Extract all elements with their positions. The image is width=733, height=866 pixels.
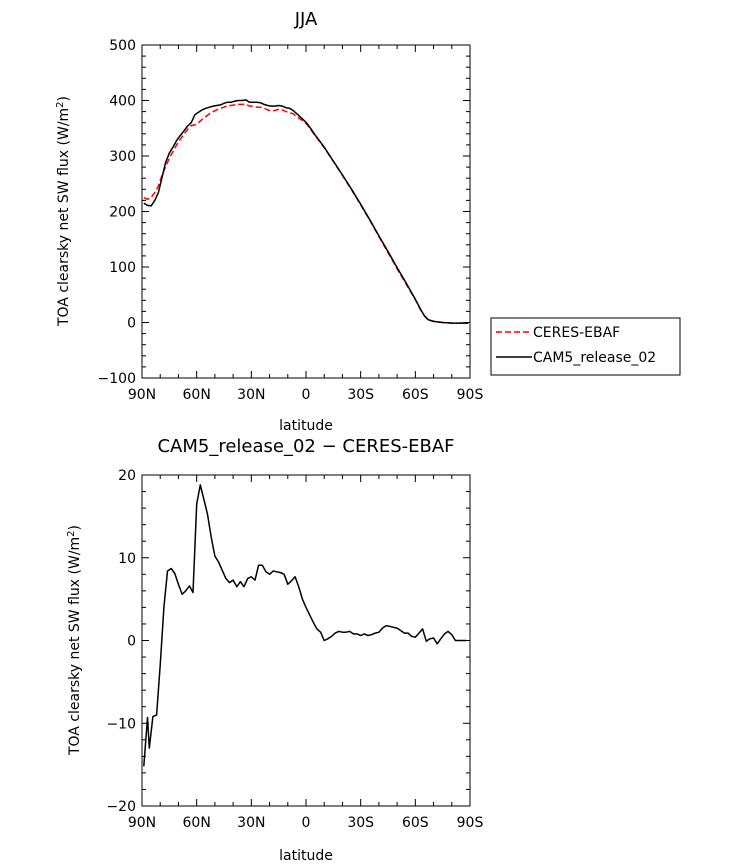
x-tick-label: 90N xyxy=(128,387,156,403)
y-axis-label-top: TOA clearsky net SW flux (W/m2) xyxy=(55,96,72,327)
y-tick-label: −100 xyxy=(98,371,136,387)
y-tick-label: 500 xyxy=(109,38,136,54)
legend: CERES-EBAF CAM5_release_02 xyxy=(490,317,681,376)
plot-area-bottom xyxy=(143,484,467,767)
panel-top: JJA 90N 60N 30N 0 30S 60S 90S −100 0 100 200 300 400… xyxy=(55,9,681,434)
panel-bottom: CAM5_release_02 − CERES-EBAF 90N 60N 30N 0 3… xyxy=(66,436,483,864)
x-tick-label: 90S xyxy=(457,387,484,403)
ticks-top: 90N 60N 30N 0 30S 60S 90S −100 0 100 200 300 400 500 xyxy=(98,38,484,403)
x-tick-label: 90S xyxy=(457,815,484,831)
legend-box xyxy=(490,317,681,376)
x-tick-label: 30N xyxy=(237,815,265,831)
x-tick-label: 0 xyxy=(302,387,311,403)
x-tick-label: 30S xyxy=(347,815,374,831)
x-tick-label: 60S xyxy=(402,815,429,831)
x-tick-label: 60N xyxy=(183,387,211,403)
x-tick-label: 30N xyxy=(237,387,265,403)
y-tick-label: 20 xyxy=(118,468,136,484)
y-tick-label: 0 xyxy=(127,316,136,332)
y-tick-label: −20 xyxy=(106,799,136,815)
y-axis-label-bottom: TOA clearsky net SW flux (W/m2) xyxy=(66,525,83,756)
chart-title-top: JJA xyxy=(294,9,318,30)
chart-title-bottom: CAM5_release_02 − CERES-EBAF xyxy=(157,436,454,457)
x-axis-label-top: latitude xyxy=(279,418,333,434)
x-tick-label: 90N xyxy=(128,815,156,831)
legend-label-cam5: CAM5_release_02 xyxy=(533,350,656,366)
x-tick-label: 30S xyxy=(347,387,374,403)
y-tick-label: 100 xyxy=(109,260,136,276)
ticks-bottom: 90N 60N 30N 0 30S 60S 90S −20 −10 0 10 20 xyxy=(106,468,483,831)
x-tick-label: 60S xyxy=(402,387,429,403)
y-tick-label: 200 xyxy=(109,205,136,221)
series-line-cam5-release-02 xyxy=(143,99,469,324)
legend-label-ceres: CERES-EBAF xyxy=(533,325,620,341)
plot-area-top xyxy=(143,99,469,324)
y-tick-label: −10 xyxy=(106,716,136,732)
y-tick-label: 400 xyxy=(109,94,136,110)
y-tick-label: 300 xyxy=(109,149,136,165)
series-line-bottom-0 xyxy=(143,484,467,767)
x-tick-label: 0 xyxy=(302,815,311,831)
y-tick-label: 10 xyxy=(118,551,136,567)
y-tick-label: 0 xyxy=(127,634,136,650)
x-tick-label: 60N xyxy=(183,815,211,831)
x-axis-label-bottom: latitude xyxy=(279,848,333,864)
